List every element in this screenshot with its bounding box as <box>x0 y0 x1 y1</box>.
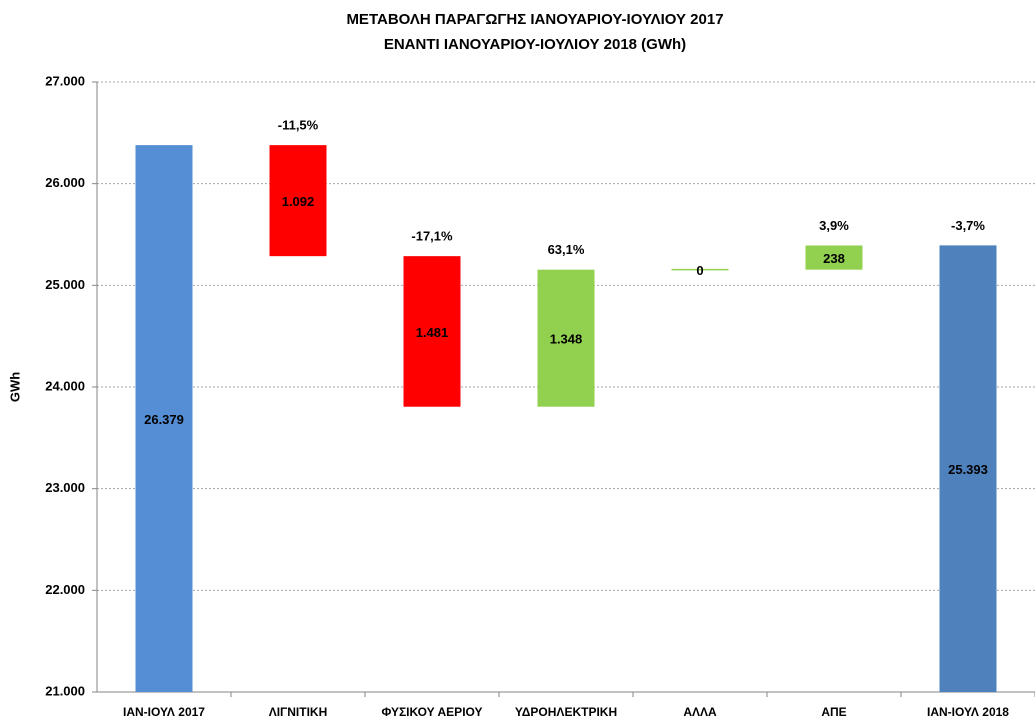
percent-label: 3,9% <box>819 218 849 233</box>
value-label: 1.092 <box>282 194 315 209</box>
x-tick-label: ΑΠΕ <box>821 705 846 719</box>
x-tick-label: ΑΛΛΑ <box>683 705 717 719</box>
bar <box>939 245 997 692</box>
x-tick-label: ΙΑΝ-ΙΟΥΛ 2017 <box>123 705 205 719</box>
x-tick-label: ΙΑΝ-ΙΟΥΛ 2018 <box>927 705 1009 719</box>
bar <box>805 245 863 270</box>
y-tick-label: 24.000 <box>45 378 85 393</box>
value-label: 1.348 <box>550 332 583 347</box>
bar <box>537 269 595 407</box>
x-tick-label: ΥΔΡΟΗΛΕΚΤΡΙΚΗ <box>515 705 617 719</box>
y-tick-label: 26.000 <box>45 175 85 190</box>
bar <box>403 256 461 407</box>
y-tick-label: 22.000 <box>45 582 85 597</box>
chart-title: ΕΝΑΝΤΙ ΙΑΝΟΥΑΡΙΟΥ-ΙΟΥΛΙΟΥ 2018 (GWh) <box>384 36 686 53</box>
percent-label: 63,1% <box>548 242 585 257</box>
x-tick-label: ΛΙΓΝΙΤΙΚΗ <box>269 705 328 719</box>
value-label: 26.379 <box>144 412 184 427</box>
value-label: 25.393 <box>948 462 988 477</box>
percent-label: -11,5% <box>278 118 319 133</box>
x-tick-label: ΦΥΣΙΚΟΥ ΑΕΡΙΟΥ <box>381 705 482 719</box>
bar <box>135 145 193 692</box>
y-tick-label: 27.000 <box>45 73 85 88</box>
value-label: 238 <box>823 251 845 266</box>
y-tick-label: 21.000 <box>45 683 85 698</box>
value-label: 0 <box>696 263 703 278</box>
value-label: 1.481 <box>416 325 449 340</box>
y-tick-label: 23.000 <box>45 480 85 495</box>
y-axis-label: GWh <box>7 372 22 402</box>
bar <box>269 145 327 257</box>
chart-title: ΜΕΤΑΒΟΛΗ ΠΑΡΑΓΩΓΗΣ ΙΑΝΟΥΑΡΙΟΥ-ΙΟΥΛΙΟΥ 20… <box>346 11 723 28</box>
percent-label: -3,7% <box>951 218 985 233</box>
y-tick-label: 25.000 <box>45 277 85 292</box>
percent-label: -17,1% <box>411 229 453 244</box>
